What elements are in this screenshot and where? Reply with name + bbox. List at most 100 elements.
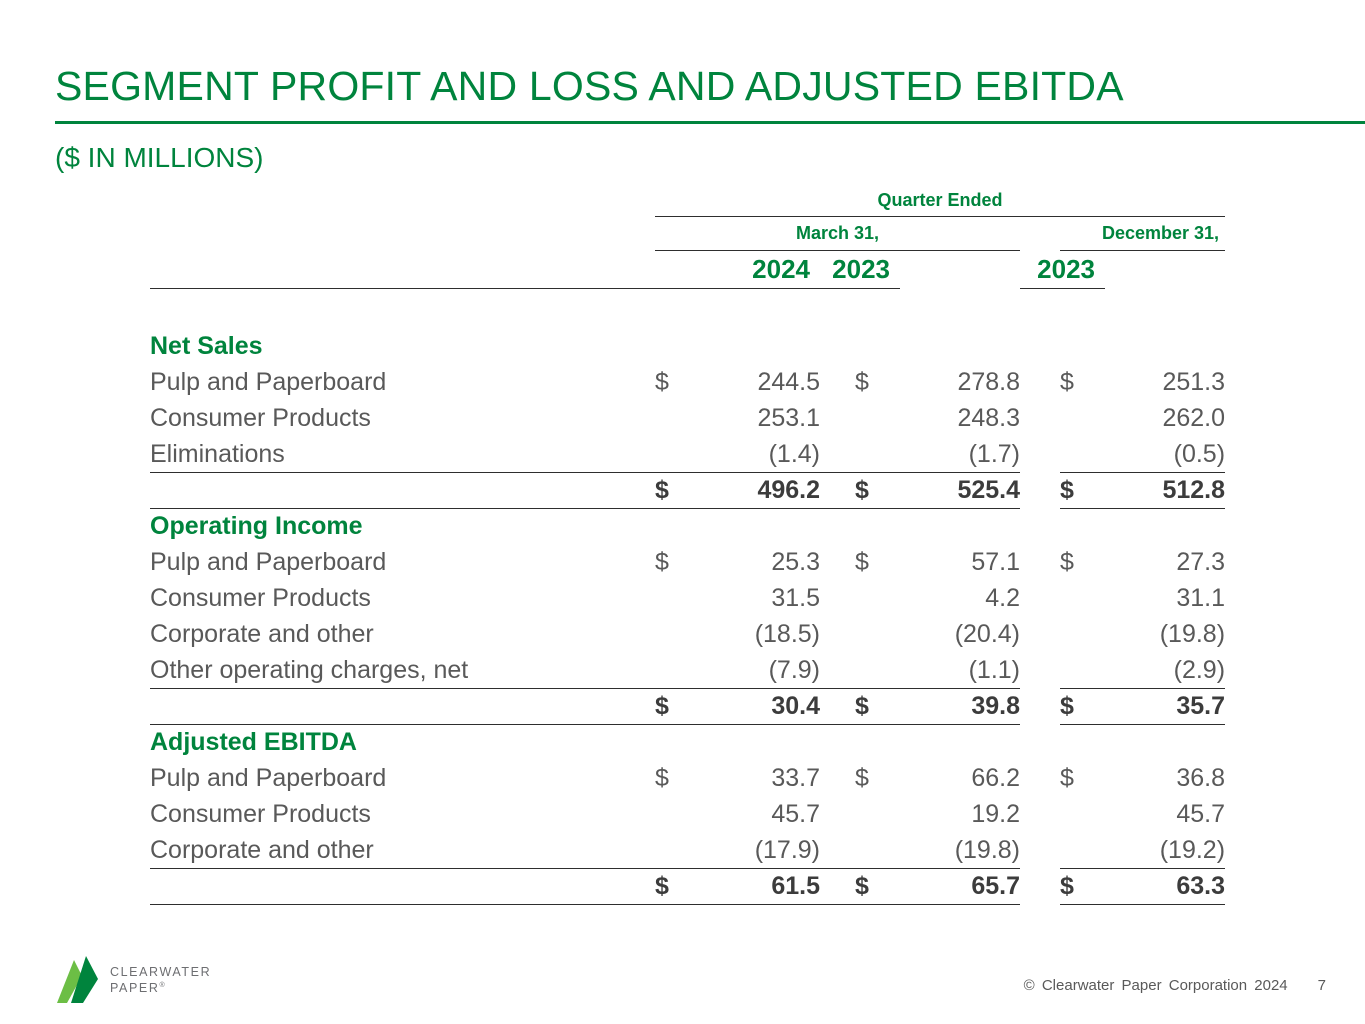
total-value: 39.8 xyxy=(900,688,1020,725)
currency-symbol xyxy=(655,401,700,437)
table-cell xyxy=(820,832,855,869)
row-label xyxy=(150,472,655,509)
cell-value: (18.5) xyxy=(754,620,820,648)
total-value: 35.7 xyxy=(1105,688,1226,725)
column-gap xyxy=(900,251,1020,289)
section-total-row: $30.4 $39.8 $35.7 xyxy=(150,688,1226,725)
row-label: Corporate and other xyxy=(150,832,655,869)
page-number: 7 xyxy=(1317,977,1326,994)
row-label: Pulp and Paperboard xyxy=(150,368,387,396)
table-row: Pulp and Paperboard $244.5 $278.8 $251.3 xyxy=(150,365,1225,401)
section-header: Net Sales xyxy=(150,332,263,360)
section-total-row: $61.5 $65.7 $63.3 xyxy=(150,868,1226,905)
cell-value: (7.9) xyxy=(700,652,820,689)
cell-value: 66.2 xyxy=(971,764,1020,792)
table-cell xyxy=(1020,401,1060,437)
currency-symbol: $ xyxy=(855,472,900,509)
row-label: Eliminations xyxy=(150,436,655,473)
table-row: Other operating charges, net (7.9) (1.1) (2… xyxy=(150,652,1226,689)
total-value: 30.4 xyxy=(700,688,820,725)
row-label xyxy=(150,868,655,905)
header-spacer-cell xyxy=(150,190,655,217)
cell-value: 45.7 xyxy=(1176,800,1226,828)
currency-symbol: $ xyxy=(1060,764,1074,792)
cell-value: 36.8 xyxy=(1176,764,1226,792)
table-cell xyxy=(1020,833,1060,869)
cell-value: 251.3 xyxy=(1162,368,1226,396)
units-subtitle: ($ IN MILLIONS) xyxy=(55,142,264,173)
currency-symbol xyxy=(1060,797,1105,833)
row-label: Consumer Products xyxy=(150,800,371,828)
header-spacer-cell xyxy=(150,217,655,251)
table-row: Eliminations (1.4) (1.7) (0.5) xyxy=(150,436,1226,473)
row-label: Consumer Products xyxy=(150,404,371,432)
row-label: Pulp and Paperboard xyxy=(150,548,387,576)
table-cell xyxy=(1020,653,1060,689)
segment-table: Quarter Ended March 31, December 31, 202… xyxy=(150,190,1226,905)
currency-symbol xyxy=(655,797,700,833)
currency-symbol: $ xyxy=(655,368,669,396)
currency-symbol xyxy=(655,436,700,473)
title-underline xyxy=(55,121,1365,124)
table-cell xyxy=(820,797,855,833)
section-header: Adjusted EBITDA xyxy=(150,728,357,757)
table-cell xyxy=(1020,365,1060,401)
currency-symbol: $ xyxy=(1060,868,1105,905)
row-label: Pulp and Paperboard xyxy=(150,764,387,792)
currency-symbol: $ xyxy=(1060,688,1105,725)
table-cell xyxy=(1020,761,1060,797)
row-label xyxy=(150,688,655,725)
cell-value: (17.9) xyxy=(700,832,820,869)
table-row: Consumer Products 253.1 248.3 262.0 xyxy=(150,401,1225,437)
section-header-row: Adjusted EBITDA xyxy=(150,725,1225,761)
currency-symbol xyxy=(1060,617,1105,653)
year-col-march-2023: 2023 xyxy=(820,250,900,289)
currency-symbol xyxy=(855,581,900,617)
cell-value: 31.5 xyxy=(771,584,820,612)
currency-symbol xyxy=(855,436,900,473)
currency-symbol: $ xyxy=(655,764,669,792)
year-col-december-2023: 2023 xyxy=(1020,250,1105,289)
table-row: Pulp and Paperboard $33.7 $66.2 $36.8 xyxy=(150,761,1225,797)
table-cell xyxy=(820,688,855,725)
table-cell xyxy=(820,401,855,437)
table-cell xyxy=(820,545,855,581)
table-cell xyxy=(820,617,855,653)
currency-symbol: $ xyxy=(1060,368,1074,396)
logo-wordmark: CLEARWATER PAPER® xyxy=(110,964,211,997)
cell-value: 19.2 xyxy=(971,800,1020,828)
cell-value: 4.2 xyxy=(985,584,1020,612)
row-label: Other operating charges, net xyxy=(150,652,655,689)
table-cell xyxy=(1020,689,1060,725)
spacer-cell xyxy=(150,289,1225,329)
currency-symbol: $ xyxy=(855,368,869,396)
table-cell xyxy=(820,436,855,473)
currency-symbol xyxy=(1060,436,1105,473)
column-gap xyxy=(1020,217,1060,251)
cell-value: 248.3 xyxy=(957,404,1020,432)
section-header: Operating Income xyxy=(150,512,363,541)
currency-symbol: $ xyxy=(655,472,700,509)
total-value: 65.7 xyxy=(900,868,1020,905)
table-cell xyxy=(1020,545,1060,581)
currency-symbol: $ xyxy=(855,688,900,725)
currency-symbol xyxy=(855,797,900,833)
currency-symbol xyxy=(1060,652,1105,689)
header-spacer-cell xyxy=(150,250,655,289)
year-row: 2024 2023 2023 xyxy=(150,250,1225,289)
table-cell xyxy=(820,581,855,617)
table-cell xyxy=(820,472,855,509)
currency-symbol: $ xyxy=(855,764,869,792)
registered-trademark: ® xyxy=(159,981,165,989)
table-cell xyxy=(1020,869,1060,905)
cell-value: (2.9) xyxy=(1105,652,1226,689)
table-row: Corporate and other (18.5) (20.4) (19.8) xyxy=(150,617,1225,653)
table-cell xyxy=(1020,797,1060,833)
table-spacer xyxy=(150,289,1225,329)
cell-value: 27.3 xyxy=(1176,548,1226,576)
currency-symbol: $ xyxy=(855,548,869,576)
cell-value: (1.7) xyxy=(900,436,1020,473)
total-value: 496.2 xyxy=(700,472,820,509)
cell-value: (19.8) xyxy=(1159,620,1226,648)
